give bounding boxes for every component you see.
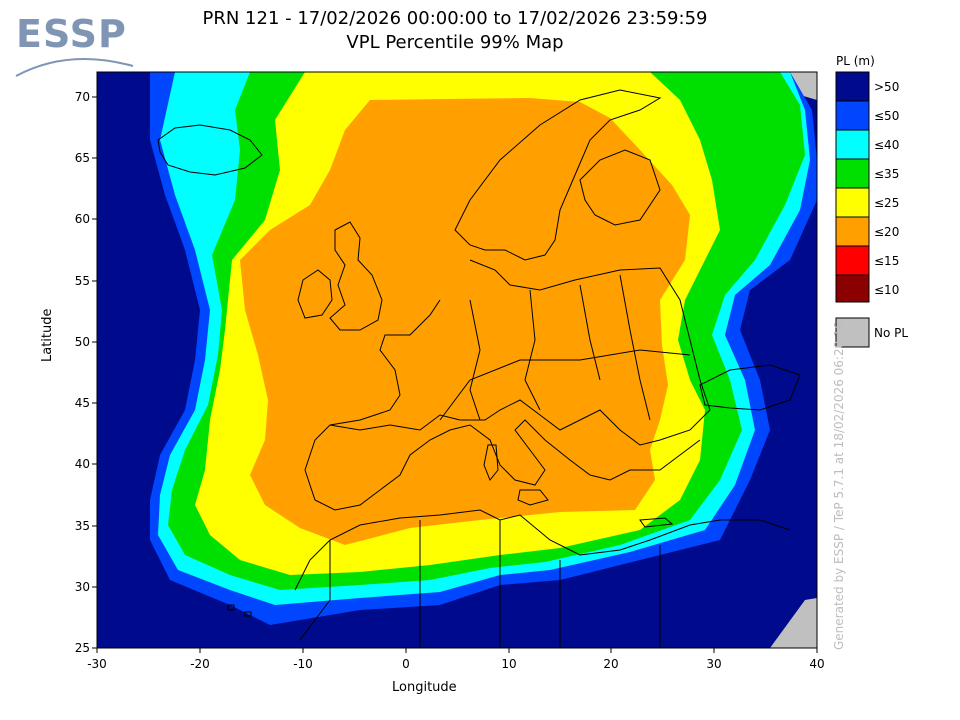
legend-swatches [835,71,870,348]
x-tick-label: 40 [809,657,824,671]
zone-le-20 [240,98,690,545]
y-tick-label: 30 [75,580,90,594]
x-tick-label: -30 [87,657,107,671]
x-tick-label: -20 [190,657,210,671]
x-tick-label: 10 [501,657,516,671]
legend-label: >50 [874,80,900,94]
map-subtitle: VPL Percentile 99% Map [346,32,564,53]
legend-label: ≤10 [874,283,900,297]
map-title: PRN 121 - 17/02/2026 00:00:00 to 17/02/2… [202,8,708,29]
legend-title: PL (m) [836,54,875,68]
x-tick-labels: -30 -20 -10 0 10 20 30 40 [87,657,824,671]
legend-swatch-le-10 [835,274,870,303]
x-tick-label: 0 [402,657,410,671]
legend-swatch-le-50 [835,100,870,131]
legend-label: ≤40 [874,138,900,152]
x-ticks [96,648,818,653]
legend-swatch-over-50 [835,71,870,102]
y-tick-label: 55 [75,274,90,288]
legend-swatch-le-25 [835,187,870,218]
y-tick-label: 35 [75,519,90,533]
legend-label: ≤50 [874,109,900,123]
y-ticks [92,96,97,649]
generated-credit: Generated by ESSP / TeP 5.7.1 at 18/02/2… [832,321,846,650]
legend-label: ≤25 [874,196,900,210]
no-pl-se [770,598,817,648]
legend-label: ≤20 [874,225,900,239]
y-tick-label: 25 [75,641,90,655]
legend-swatch-no-pl [835,317,870,348]
y-tick-label: 65 [75,151,90,165]
x-tick-label: 20 [603,657,618,671]
legend-swatch-le-40 [835,129,870,160]
legend-swatch-le-35 [835,158,870,189]
y-tick-label: 40 [75,457,90,471]
y-tick-label: 60 [75,212,90,226]
logo-text: ESSP [16,12,127,56]
coastlines [157,89,801,648]
y-tick-labels: 70 65 60 55 50 45 40 35 30 25 [75,90,90,655]
x-tick-label: 30 [706,657,721,671]
legend-label: ≤35 [874,167,900,181]
legend-label-no-pl: No PL [874,326,909,340]
legend-label: ≤15 [874,254,900,268]
essp-logo [15,57,134,77]
legend-swatch-le-20 [835,216,870,247]
x-tick-label: -10 [293,657,313,671]
y-tick-label: 70 [75,90,90,104]
legend-swatch-le-15 [835,245,870,276]
x-axis-label: Longitude [392,680,457,695]
y-tick-label: 45 [75,396,90,410]
y-axis-label: Latitude [40,308,55,362]
plot-frame [96,71,818,649]
y-tick-label: 50 [75,335,90,349]
